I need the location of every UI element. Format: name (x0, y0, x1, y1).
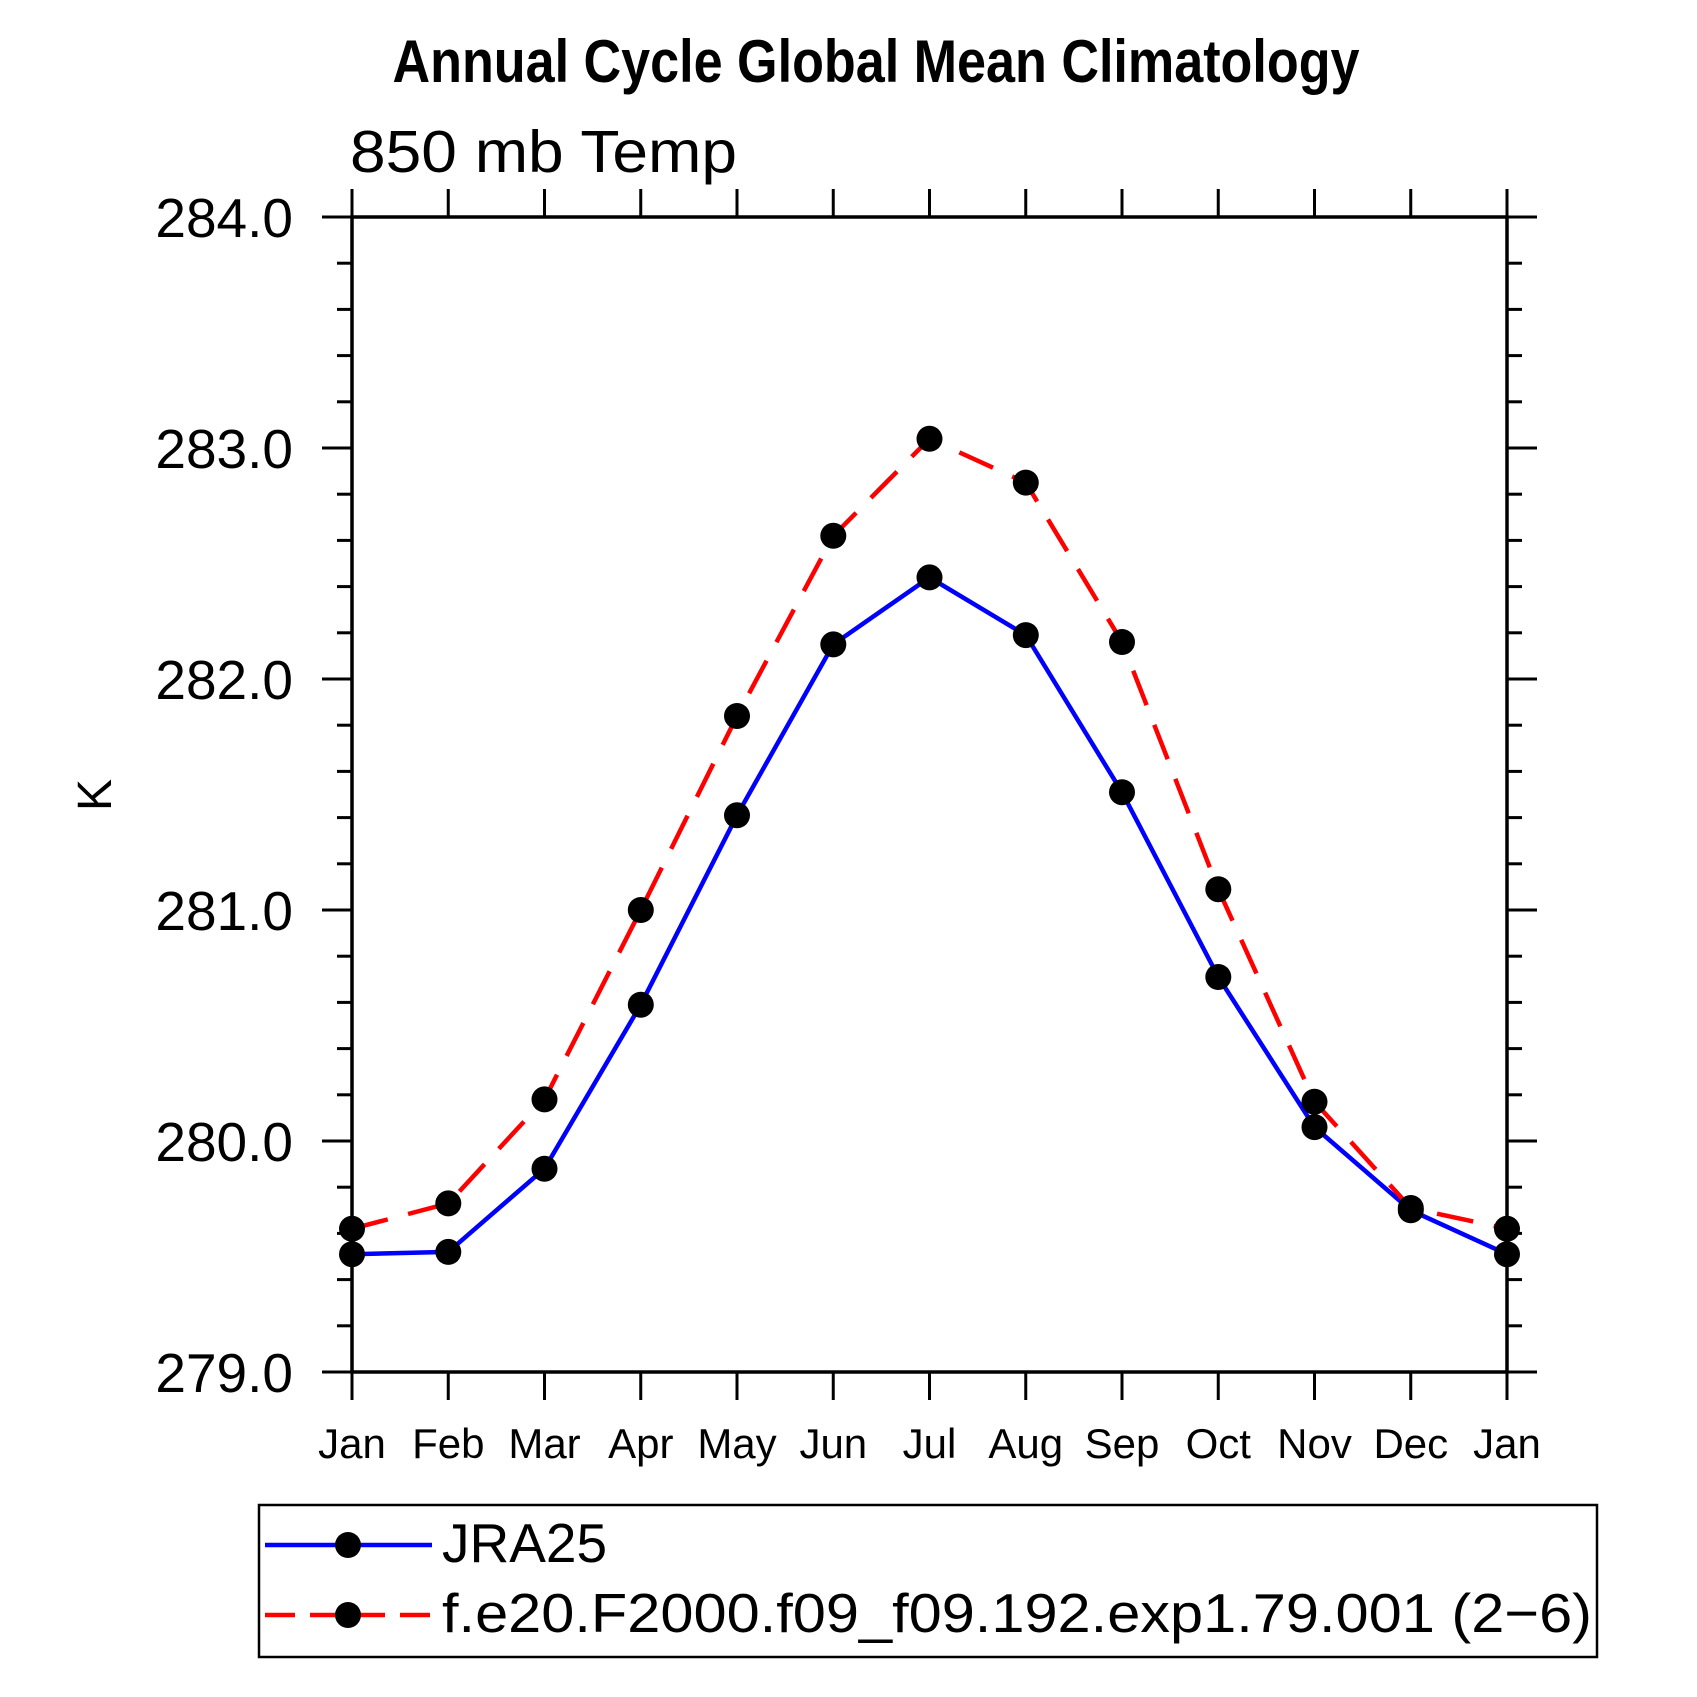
data-point-marker-series-0 (1301, 1114, 1328, 1141)
data-point-marker-series-1 (1494, 1215, 1520, 1242)
data-point-marker-series-0 (1109, 779, 1135, 806)
x-tick-label: Jul (903, 1420, 957, 1467)
data-point-marker-series-1 (820, 522, 847, 549)
x-tick-label: Apr (608, 1420, 673, 1467)
data-point-marker-series-0 (1494, 1241, 1520, 1268)
x-tick-label: Dec (1373, 1420, 1448, 1467)
x-tick-label: Oct (1186, 1420, 1252, 1467)
x-tick-label: Aug (988, 1420, 1063, 1467)
x-tick-label: Jun (799, 1420, 867, 1467)
chart-subtitle: 850 mb Temp (350, 119, 737, 185)
legend-entry-label-1: f.e20.F2000.f09_f09.192.exp1.79.001 (2−6… (442, 1582, 1592, 1644)
x-tick-label: Feb (412, 1420, 484, 1467)
x-tick-label: Jan (1473, 1420, 1541, 1467)
data-point-marker-series-0 (435, 1238, 462, 1265)
x-tick-label: May (697, 1420, 776, 1467)
data-point-marker-series-1 (1205, 876, 1232, 903)
y-tick-label: 282.0 (155, 649, 293, 711)
plot-frame (350, 215, 1509, 1374)
x-tick-label: Mar (508, 1420, 580, 1467)
data-point-marker-series-1 (916, 425, 943, 452)
data-point-marker-series-0 (820, 631, 847, 658)
x-tick-label: Sep (1085, 1420, 1160, 1467)
data-point-marker-series-1 (724, 703, 750, 729)
data-point-marker-series-0 (1012, 622, 1039, 649)
y-tick-label: 280.0 (155, 1111, 293, 1173)
data-point-marker-series-0 (339, 1241, 365, 1268)
y-tick-label: 283.0 (155, 418, 293, 480)
data-point-marker-series-0 (724, 802, 750, 829)
data-point-marker-series-1 (1012, 469, 1039, 496)
x-tick-label: Nov (1277, 1420, 1352, 1467)
data-point-marker-series-1 (435, 1190, 462, 1217)
y-axis-unit-label: K (69, 779, 122, 811)
data-point-marker-series-1 (1301, 1088, 1328, 1115)
series-line-1 (351, 436, 1508, 1231)
legend-sample-marker-0 (335, 1532, 361, 1558)
series-line-0 (351, 574, 1508, 1257)
legend-sample-marker-1 (335, 1602, 361, 1628)
legend-entry-label-0: JRA25 (442, 1512, 607, 1574)
legend-box (257, 1503, 1599, 1659)
data-point-marker-series-1 (531, 1086, 558, 1113)
y-tick-label: 284.0 (155, 187, 293, 249)
x-tick-label: Jan (318, 1420, 386, 1467)
data-point-marker-series-1 (627, 897, 654, 923)
chart-title: Annual Cycle Global Mean Climatology (393, 28, 1361, 95)
data-point-marker-series-1 (1109, 629, 1135, 655)
data-point-marker-series-1 (1397, 1195, 1424, 1221)
y-tick-label: 281.0 (155, 880, 293, 942)
data-point-marker-series-0 (531, 1155, 558, 1182)
data-point-marker-series-1 (339, 1215, 365, 1242)
data-point-marker-series-0 (627, 991, 654, 1018)
y-tick-label: 279.0 (155, 1342, 293, 1404)
data-point-marker-series-0 (916, 564, 943, 591)
data-point-marker-series-0 (1205, 964, 1232, 990)
